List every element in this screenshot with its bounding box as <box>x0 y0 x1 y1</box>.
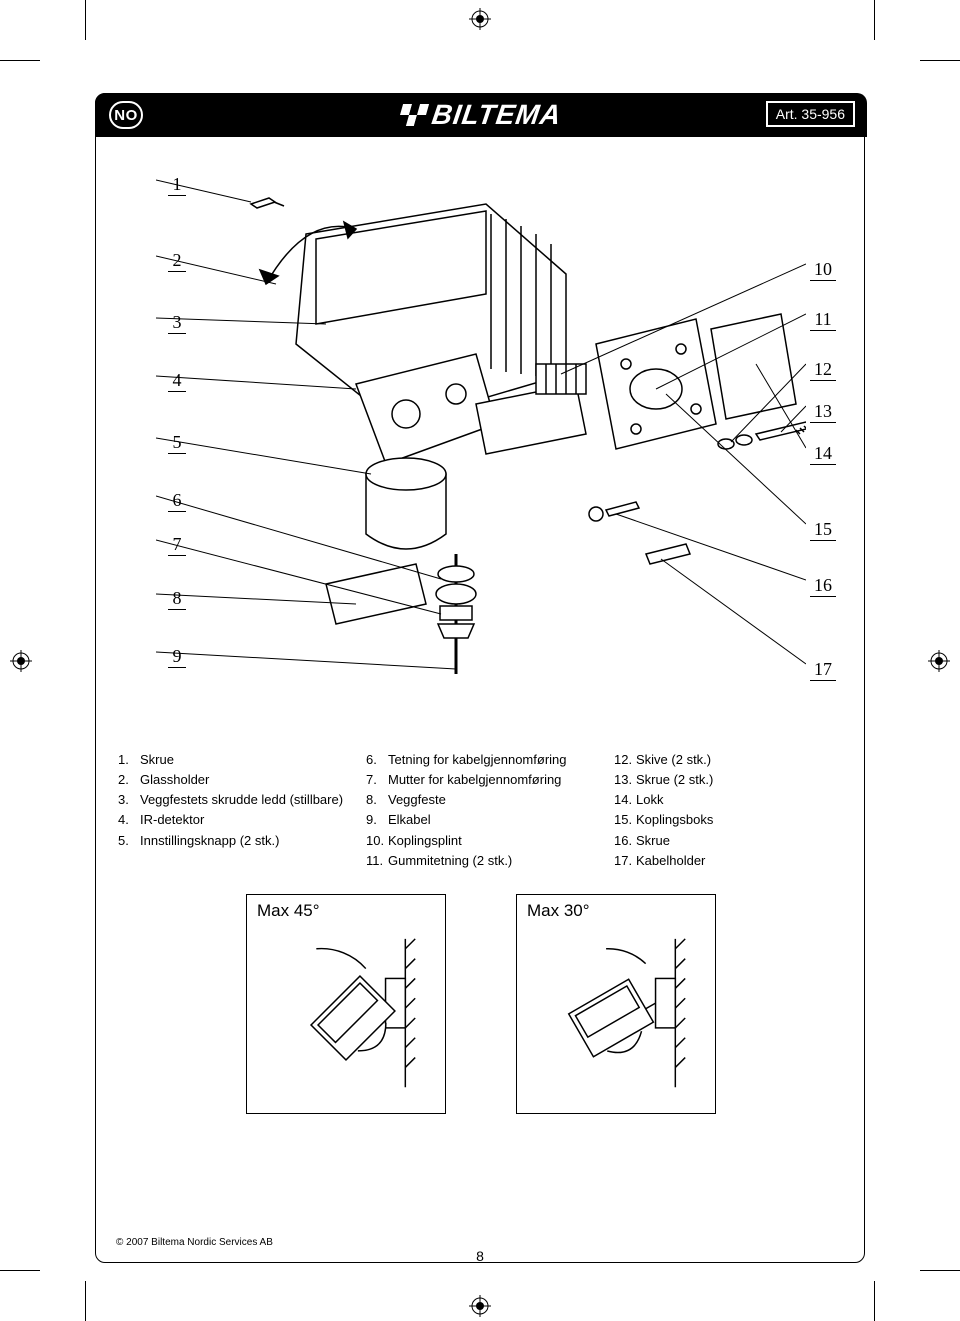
brand-name: BILTEMA <box>430 99 564 131</box>
part-number: 6. <box>366 750 388 770</box>
part-label: Glassholder <box>140 770 348 790</box>
part-label: Skrue (2 stk.) <box>636 770 844 790</box>
registration-mark-icon <box>10 650 32 672</box>
content-frame: NO BILTEMA Art. 35-956 123456789 1011121… <box>95 93 865 1263</box>
part-label: Veggfeste <box>388 790 596 810</box>
part-number: 14. <box>614 790 636 810</box>
callout-number: 11 <box>810 309 836 331</box>
callout-number: 13 <box>810 401 836 423</box>
part-label: Veggfestets skrudde ledd (stillbare) <box>140 790 348 810</box>
crop-mark <box>920 1270 960 1271</box>
part-label: Koplingsboks <box>636 810 844 830</box>
parts-row: 15.Koplingsboks <box>614 810 844 830</box>
part-number: 5. <box>118 831 140 851</box>
part-label: Innstillingsknapp (2 stk.) <box>140 831 348 851</box>
article-number-box: Art. 35-956 <box>766 101 855 127</box>
part-label: Lokk <box>636 790 844 810</box>
parts-row: 11.Gummitetning (2 stk.) <box>366 851 596 871</box>
callout-number: 14 <box>810 443 836 465</box>
parts-row: 14.Lokk <box>614 790 844 810</box>
parts-row: 1.Skrue <box>118 750 348 770</box>
crop-mark <box>85 1281 86 1321</box>
part-number: 1. <box>118 750 140 770</box>
part-label: Tetning for kabelgjennomføring <box>388 750 596 770</box>
part-number: 17. <box>614 851 636 871</box>
header-bar: NO BILTEMA Art. 35-956 <box>95 93 867 137</box>
parts-row: 6.Tetning for kabelgjennomføring <box>366 750 596 770</box>
callout-number: 12 <box>810 359 836 381</box>
part-label: Mutter for kabelgjennomføring <box>388 770 596 790</box>
part-label: Koplingsplint <box>388 831 596 851</box>
crop-mark <box>0 60 40 61</box>
part-number: 2. <box>118 770 140 790</box>
part-number: 10. <box>366 831 388 851</box>
parts-row: 3.Veggfestets skrudde ledd (stillbare) <box>118 790 348 810</box>
callout-number: 15 <box>810 519 836 541</box>
parts-column: 1.Skrue2.Glassholder3.Veggfestets skrudd… <box>118 750 348 871</box>
callout-number: 10 <box>810 259 836 281</box>
part-label: Elkabel <box>388 810 596 830</box>
part-number: 3. <box>118 790 140 810</box>
crop-mark <box>874 0 875 40</box>
parts-column: 12.Skive (2 stk.)13.Skrue (2 stk.)14.Lok… <box>614 750 844 871</box>
angle-diagrams: Max 45° <box>246 894 716 1114</box>
part-label: Kabelholder <box>636 851 844 871</box>
part-number: 4. <box>118 810 140 830</box>
part-label: Skrue <box>140 750 348 770</box>
exploded-diagram <box>156 174 806 704</box>
callout-number: 16 <box>810 575 836 597</box>
registration-mark-icon <box>469 1295 491 1317</box>
part-label: IR-detektor <box>140 810 348 830</box>
part-label: Skive (2 stk.) <box>636 750 844 770</box>
part-number: 13. <box>614 770 636 790</box>
parts-row: 8.Veggfeste <box>366 790 596 810</box>
page-number: 8 <box>96 1248 864 1264</box>
parts-list: 1.Skrue2.Glassholder3.Veggfestets skrudd… <box>118 750 844 871</box>
angle-label: Max 45° <box>257 901 320 921</box>
angle-illustration <box>257 929 435 1103</box>
registration-mark-icon <box>469 8 491 30</box>
registration-mark-icon <box>928 650 950 672</box>
checker-icon <box>397 104 429 126</box>
angle-illustration <box>527 929 705 1103</box>
crop-mark <box>0 1270 40 1271</box>
part-number: 7. <box>366 770 388 790</box>
crop-mark <box>874 1281 875 1321</box>
crop-mark <box>920 60 960 61</box>
part-label: Skrue <box>636 831 844 851</box>
part-number: 9. <box>366 810 388 830</box>
callout-number: 17 <box>810 659 836 681</box>
angle-box-30: Max 30° <box>516 894 716 1114</box>
parts-row: 2.Glassholder <box>118 770 348 790</box>
parts-row: 16.Skrue <box>614 831 844 851</box>
angle-box-45: Max 45° <box>246 894 446 1114</box>
part-number: 11. <box>366 851 388 871</box>
copyright-text: © 2007 Biltema Nordic Services AB <box>116 1237 273 1248</box>
angle-label: Max 30° <box>527 901 590 921</box>
part-number: 15. <box>614 810 636 830</box>
page: NO BILTEMA Art. 35-956 123456789 1011121… <box>0 0 960 1321</box>
parts-row: 4.IR-detektor <box>118 810 348 830</box>
part-number: 8. <box>366 790 388 810</box>
article-number: Art. 35-956 <box>776 106 845 122</box>
part-number: 12. <box>614 750 636 770</box>
part-label: Gummitetning (2 stk.) <box>388 851 596 871</box>
parts-row: 13.Skrue (2 stk.) <box>614 770 844 790</box>
parts-row: 10.Koplingsplint <box>366 831 596 851</box>
parts-row: 17.Kabelholder <box>614 851 844 871</box>
part-number: 16. <box>614 831 636 851</box>
brand-logo: BILTEMA <box>95 93 867 137</box>
parts-row: 7.Mutter for kabelgjennomføring <box>366 770 596 790</box>
parts-column: 6.Tetning for kabelgjennomføring7.Mutter… <box>366 750 596 871</box>
parts-row: 12.Skive (2 stk.) <box>614 750 844 770</box>
parts-row: 5.Innstillingsknapp (2 stk.) <box>118 831 348 851</box>
crop-mark <box>85 0 86 40</box>
parts-row: 9.Elkabel <box>366 810 596 830</box>
